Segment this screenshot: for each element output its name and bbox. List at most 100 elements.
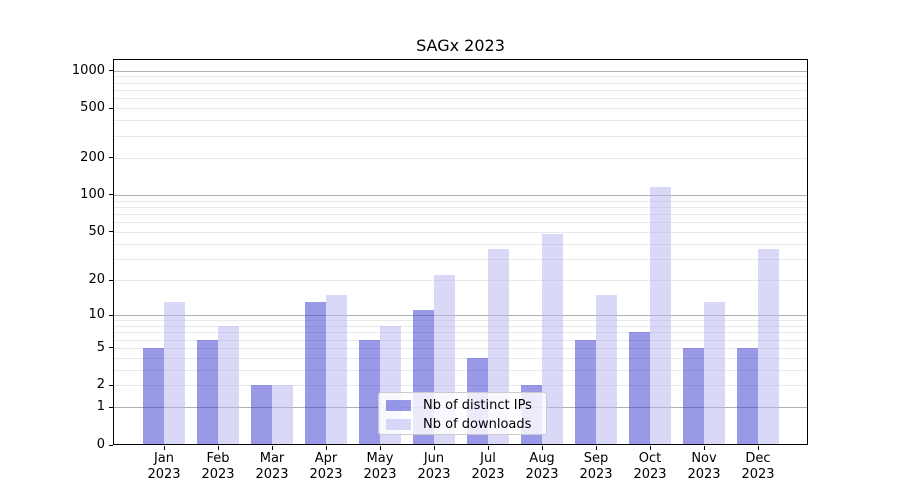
gridline-y-3	[114, 369, 807, 371]
y-tick-label-10: 10	[88, 307, 105, 323]
gridline-y-400	[114, 120, 807, 122]
gridline-y-7	[114, 332, 807, 334]
x-tick-label-aug: Aug 2023	[512, 451, 572, 483]
x-tick-label-feb: Feb 2023	[188, 451, 248, 483]
y-tick-mark-50	[109, 231, 113, 233]
x-tick-label-mar: Mar 2023	[242, 451, 302, 483]
y-tick-mark-500	[109, 107, 113, 109]
legend-swatch-distinct-ips	[386, 400, 411, 411]
y-tick-label-200: 200	[80, 149, 105, 165]
plot-area	[113, 59, 808, 445]
bar-nb-of-distinct-ips-jan	[142, 347, 164, 444]
gridline-y-800	[114, 82, 807, 84]
bar-nb-of-distinct-ips-dec	[736, 347, 758, 444]
bar-nb-of-distinct-ips-apr	[304, 302, 326, 444]
y-tick-label-0: 0	[96, 437, 105, 452]
x-tick-mark-jan	[163, 446, 165, 450]
x-tick-year-aug: 2023	[525, 467, 559, 482]
bar-nb-of-distinct-ips-oct	[628, 332, 650, 444]
x-tick-month-jul: Jul	[480, 451, 496, 466]
y-tick-label-100: 100	[80, 186, 105, 202]
x-tick-year-jan: 2023	[147, 467, 181, 482]
x-tick-year-may: 2023	[363, 467, 397, 482]
x-tick-month-jan: Jan	[153, 451, 175, 466]
bar-nb-of-downloads-nov	[704, 302, 725, 444]
x-tick-mark-dec	[757, 446, 759, 450]
gridline-y-500	[114, 108, 807, 110]
gridline-y-900	[114, 76, 807, 78]
gridline-y-300	[114, 135, 807, 137]
legend-item-distinct-ips: Nb of distinct IPs	[379, 396, 546, 415]
x-tick-mark-oct	[649, 446, 651, 450]
y-tick-mark-1	[109, 406, 113, 408]
gridline-y-70	[114, 214, 807, 216]
x-tick-mark-jul	[487, 446, 489, 450]
y-tick-mark-200	[109, 157, 113, 159]
y-tick-mark-0	[109, 444, 113, 446]
bar-nb-of-distinct-ips-sep	[574, 339, 596, 444]
x-tick-label-dec: Dec 2023	[728, 451, 788, 483]
x-tick-month-feb: Feb	[206, 451, 230, 466]
gridline-y-50	[114, 231, 807, 233]
x-tick-year-oct: 2023	[633, 467, 667, 482]
gridline-y-9	[114, 320, 807, 322]
gridline-y-30	[114, 258, 807, 260]
x-tick-label-nov: Nov 2023	[674, 451, 734, 483]
x-tick-year-sep: 2023	[579, 467, 613, 482]
gridline-y-90	[114, 200, 807, 202]
x-tick-month-mar: Mar	[259, 451, 285, 466]
x-tick-label-may: May 2023	[350, 451, 410, 483]
y-tick-mark-5	[109, 347, 113, 349]
x-tick-month-apr: Apr	[314, 451, 338, 466]
x-tick-month-jun: Jun	[423, 451, 445, 466]
y-tick-mark-10	[109, 314, 113, 316]
legend: Nb of distinct IPs Nb of downloads	[378, 392, 547, 435]
x-tick-month-may: May	[366, 451, 394, 466]
x-tick-year-jun: 2023	[417, 467, 451, 482]
bar-nb-of-downloads-oct	[650, 187, 671, 444]
bar-nb-of-downloads-jan	[164, 302, 185, 444]
x-tick-mark-mar	[271, 446, 273, 450]
bar-nb-of-downloads-aug	[542, 234, 563, 444]
y-tick-mark-100	[109, 194, 113, 196]
gridline-y-10	[114, 315, 807, 317]
bar-nb-of-distinct-ips-may	[358, 339, 380, 444]
y-tick-label-2: 2	[96, 377, 105, 393]
gridline-y-700	[114, 89, 807, 91]
x-tick-month-aug: Aug	[529, 451, 555, 466]
x-tick-mark-nov	[703, 446, 705, 450]
x-tick-month-oct: Oct	[638, 451, 662, 466]
gridline-y-2	[114, 385, 807, 387]
gridline-y-8	[114, 325, 807, 327]
bar-nb-of-downloads-dec	[758, 249, 779, 444]
gridline-y-100	[114, 194, 807, 196]
gridline-y-20	[114, 280, 807, 282]
y-tick-mark-20	[109, 279, 113, 281]
bar-nb-of-downloads-feb	[218, 325, 239, 444]
gridline-y-40	[114, 243, 807, 245]
bar-nb-of-distinct-ips-feb	[196, 339, 218, 444]
gridline-y-80	[114, 206, 807, 208]
gridline-y-200	[114, 157, 807, 159]
x-tick-label-oct: Oct 2023	[620, 451, 680, 483]
y-tick-mark-1000	[109, 70, 113, 72]
legend-swatch-downloads	[386, 419, 411, 430]
x-tick-year-apr: 2023	[309, 467, 343, 482]
x-tick-year-dec: 2023	[741, 467, 775, 482]
x-tick-label-apr: Apr 2023	[296, 451, 356, 483]
gridline-y-60	[114, 222, 807, 224]
legend-label-downloads: Nb of downloads	[423, 417, 532, 432]
bar-nb-of-downloads-apr	[326, 294, 347, 444]
x-tick-label-jun: Jun 2023	[404, 451, 464, 483]
gridline-y-600	[114, 98, 807, 100]
x-tick-mark-feb	[217, 446, 219, 450]
x-tick-label-jul: Jul 2023	[458, 451, 518, 483]
y-tick-label-50: 50	[88, 223, 105, 239]
x-tick-mark-jun	[433, 446, 435, 450]
legend-label-distinct-ips: Nb of distinct IPs	[423, 398, 532, 413]
x-tick-year-jul: 2023	[471, 467, 505, 482]
x-tick-label-sep: Sep 2023	[566, 451, 626, 483]
y-tick-label-5: 5	[96, 339, 105, 355]
bar-nb-of-downloads-sep	[596, 294, 617, 444]
